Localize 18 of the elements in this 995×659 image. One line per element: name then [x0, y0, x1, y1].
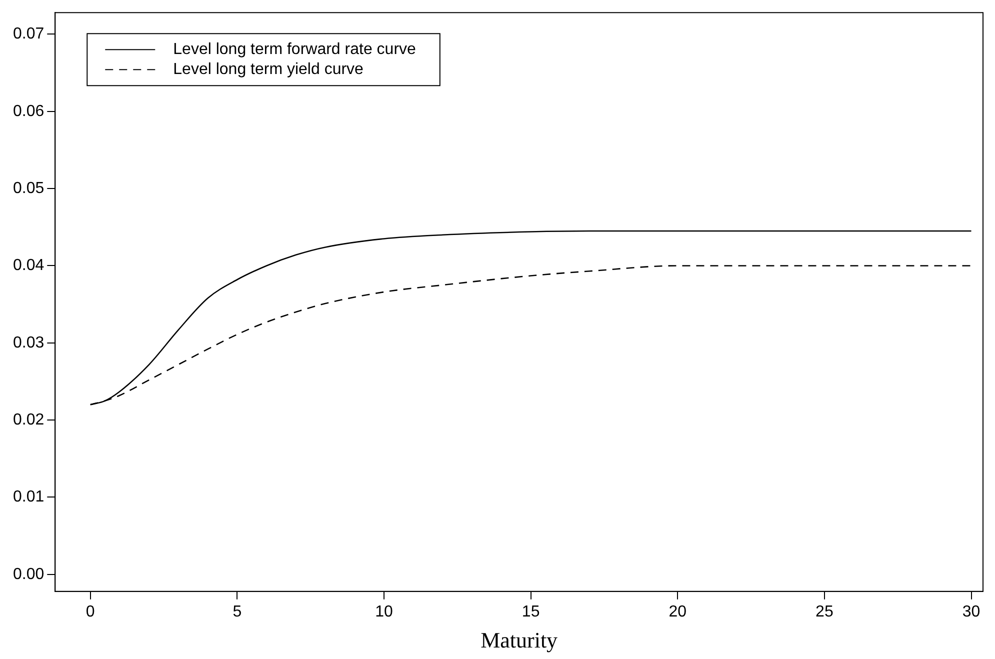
x-tick-label: 25	[816, 603, 834, 620]
x-tick-label: 5	[232, 603, 242, 620]
y-tick-label: 0.05	[13, 180, 44, 197]
y-tick-label: 0.04	[13, 257, 44, 274]
x-tick-label: 15	[522, 603, 540, 620]
x-tick-label: 0	[86, 603, 95, 620]
y-tick-label: 0.07	[13, 26, 44, 43]
y-tick-label: 0.06	[13, 102, 44, 120]
y-tick-label: 0.00	[13, 566, 44, 583]
y-tick-label: 0.01	[13, 488, 44, 506]
y-tick-label: 0.03	[13, 334, 44, 352]
x-tick-label: 30	[962, 603, 980, 620]
x-tick-label: 20	[668, 603, 687, 620]
x-tick-label: 10	[375, 603, 393, 620]
legend-label: Level long term forward rate curve	[173, 41, 416, 58]
x-axis-title: Maturity	[480, 628, 558, 653]
y-tick-label: 0.02	[13, 411, 44, 428]
legend-label: Level long term yield curve	[173, 61, 364, 78]
